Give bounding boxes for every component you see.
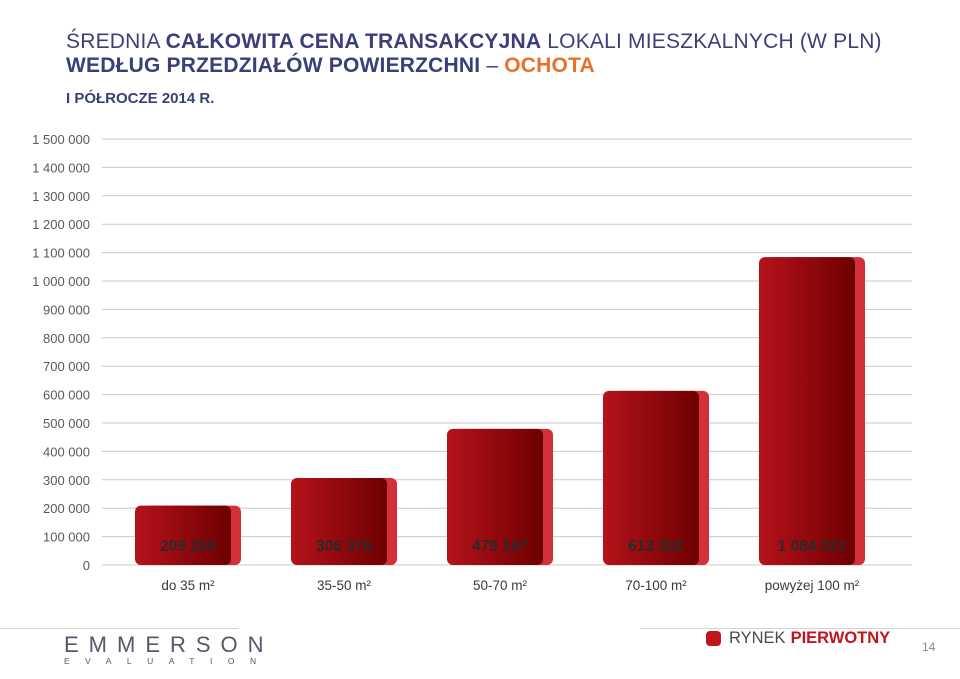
emmerson-logo-sub: EVALUATION bbox=[64, 656, 272, 666]
bar-value-label: 1 084 022 bbox=[778, 538, 847, 555]
y-tick-label: 500 000 bbox=[43, 416, 90, 431]
title-part-2: całkowita cena transakcyjna bbox=[165, 30, 542, 53]
bar-value-label: 209 259 bbox=[160, 538, 216, 555]
y-tick-label: 1 000 000 bbox=[32, 274, 90, 289]
bar-value-label: 613 302 bbox=[628, 538, 684, 555]
bar bbox=[135, 505, 231, 565]
y-tick-label: 1 400 000 bbox=[32, 160, 90, 175]
x-tick-label: powyżej 100 m² bbox=[765, 578, 860, 593]
market-label-strong: PIERWOTNY bbox=[790, 629, 891, 647]
y-tick-label: 1 500 000 bbox=[32, 132, 90, 147]
emmerson-logo: EMMERSON bbox=[64, 632, 274, 657]
y-tick-label: 0 bbox=[83, 558, 90, 573]
bar bbox=[603, 390, 699, 565]
y-tick-label: 100 000 bbox=[43, 530, 90, 545]
title-part-1: Średnia bbox=[66, 30, 166, 53]
y-tick-label: 700 000 bbox=[43, 359, 90, 374]
bar bbox=[291, 477, 387, 565]
y-tick-label: 1 100 000 bbox=[32, 246, 90, 261]
market-label-text: RYNEK bbox=[729, 629, 786, 647]
title-part-3: lokali mieszkalnych (w PLN) bbox=[541, 30, 882, 53]
footer-divider-left bbox=[0, 628, 238, 629]
title-part-4: według przedziałów powierzchni bbox=[66, 54, 481, 77]
y-tick-label: 1 200 000 bbox=[32, 217, 90, 232]
bar bbox=[447, 428, 543, 565]
y-tick-label: 600 000 bbox=[43, 388, 90, 403]
chart-subtitle: I półrocze 2014 r. bbox=[66, 90, 215, 107]
title-dash: – bbox=[480, 54, 505, 77]
x-tick-label: 70-100 m² bbox=[625, 578, 687, 593]
y-tick-label: 400 000 bbox=[43, 444, 90, 459]
y-tick-label: 900 000 bbox=[43, 302, 90, 317]
title-district: Ochota bbox=[504, 54, 595, 77]
footer-divider-right bbox=[640, 628, 960, 629]
red-square-icon bbox=[706, 631, 721, 646]
y-tick-label: 1 300 000 bbox=[32, 189, 90, 204]
y-tick-label: 300 000 bbox=[43, 473, 90, 488]
chart-title: Średnia całkowita cena transakcyjna loka… bbox=[66, 30, 926, 78]
y-tick-label: 200 000 bbox=[43, 501, 90, 516]
x-tick-label: 35-50 m² bbox=[317, 578, 372, 593]
page-number: 14 bbox=[922, 640, 936, 654]
y-tick-label: 800 000 bbox=[43, 331, 90, 346]
bar-value-label: 306 376 bbox=[316, 538, 372, 555]
bar bbox=[759, 257, 855, 565]
x-tick-label: 50-70 m² bbox=[473, 578, 528, 593]
market-label: RYNEK PIERWOTNY bbox=[706, 629, 890, 648]
x-tick-label: do 35 m² bbox=[161, 578, 215, 593]
bar-value-label: 479 167 bbox=[472, 538, 528, 555]
